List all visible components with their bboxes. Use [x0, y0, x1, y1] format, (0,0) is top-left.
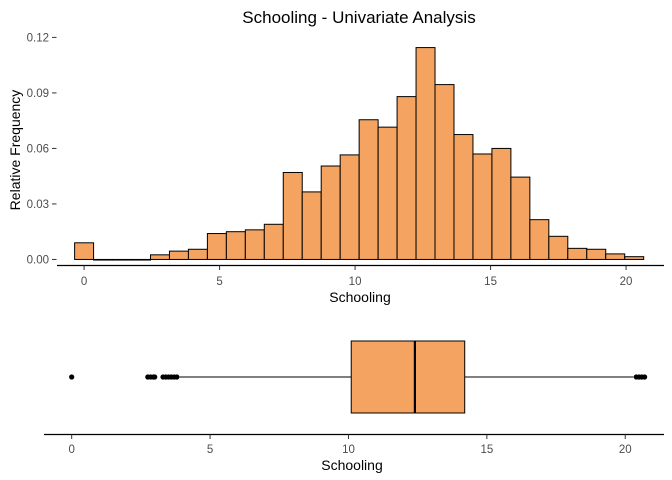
- boxplot-outlier-point: [152, 374, 158, 380]
- histogram-bar: [377, 126, 398, 260]
- histogram-y-tick-label: 0.00: [27, 254, 49, 266]
- histogram-bar: [624, 256, 645, 260]
- histogram-panel: Schooling - Univariate Analysis 0 5 10 15 20…: [7, 8, 664, 305]
- histogram-bar: [74, 242, 95, 260]
- histogram-bar: [301, 191, 322, 260]
- histogram-bar: [149, 254, 170, 260]
- histogram-bar: [225, 231, 246, 260]
- boxplot-outlier-point: [174, 374, 180, 380]
- boxplot-x-tick-label: 5: [207, 444, 213, 456]
- histogram-x-tick-label: 5: [216, 276, 222, 288]
- histogram-bar: [434, 84, 455, 260]
- histogram-bars: [74, 47, 645, 261]
- histogram-bar: [396, 96, 417, 260]
- histogram-y-tick-label: 0.12: [27, 32, 49, 44]
- histogram-bar: [93, 258, 114, 261]
- histogram-y-ticks: 0.00 0.03 0.06 0.09 0.12: [27, 32, 57, 266]
- histogram-bar: [529, 219, 550, 260]
- histogram-y-tick-label: 0.06: [27, 143, 49, 155]
- histogram-y-axis-title: Relative Frequency: [7, 90, 23, 211]
- histogram-bar: [472, 153, 493, 260]
- boxplot-box: [350, 340, 466, 414]
- histogram-bar: [339, 154, 360, 260]
- histogram-bar: [131, 258, 151, 261]
- histogram-bar: [548, 235, 569, 260]
- histogram-bar: [453, 134, 474, 260]
- histogram-bar: [510, 176, 531, 260]
- histogram-x-ticks: 0 5 10 15 20: [81, 265, 633, 288]
- histogram-y-tick-label: 0.09: [27, 88, 49, 100]
- boxplot-x-tick-label: 20: [619, 444, 632, 456]
- histogram-bar: [168, 250, 189, 260]
- histogram-bar: [358, 119, 379, 260]
- histogram-bar: [206, 233, 227, 260]
- histogram-bar: [586, 248, 607, 260]
- histogram-x-tick-label: 0: [81, 276, 87, 288]
- boxplot-panel: 0 5 10 15 20 Schooling: [44, 340, 664, 473]
- boxplot-elements: [69, 340, 648, 414]
- boxplot-x-tick-label: 0: [68, 444, 74, 456]
- histogram-bar: [415, 47, 436, 260]
- histogram-bar: [320, 165, 341, 260]
- boxplot-x-tick-label: 10: [342, 444, 355, 456]
- boxplot-x-tick-label: 15: [480, 444, 493, 456]
- histogram-bar: [282, 171, 303, 260]
- histogram-x-tick-label: 10: [349, 276, 362, 288]
- histogram-bar: [491, 147, 512, 260]
- boxplot-outlier-point: [642, 374, 648, 380]
- chart-title: Schooling - Univariate Analysis: [242, 8, 475, 27]
- histogram-bar: [263, 223, 284, 260]
- histogram-y-tick-label: 0.03: [27, 199, 49, 211]
- histogram-bar: [187, 248, 208, 260]
- histogram-bar: [605, 253, 626, 260]
- histogram-bar: [112, 258, 133, 261]
- histogram-bar: [567, 247, 588, 260]
- histogram-bar: [244, 229, 265, 260]
- histogram-x-tick-label: 15: [484, 276, 497, 288]
- histogram-x-tick-label: 20: [620, 276, 633, 288]
- boxplot-x-ticks: 0 5 10 15 20: [68, 434, 632, 456]
- boxplot-outlier-point: [69, 374, 75, 380]
- histogram-x-axis-title: Schooling: [329, 289, 391, 305]
- boxplot-x-axis-title: Schooling: [321, 457, 383, 473]
